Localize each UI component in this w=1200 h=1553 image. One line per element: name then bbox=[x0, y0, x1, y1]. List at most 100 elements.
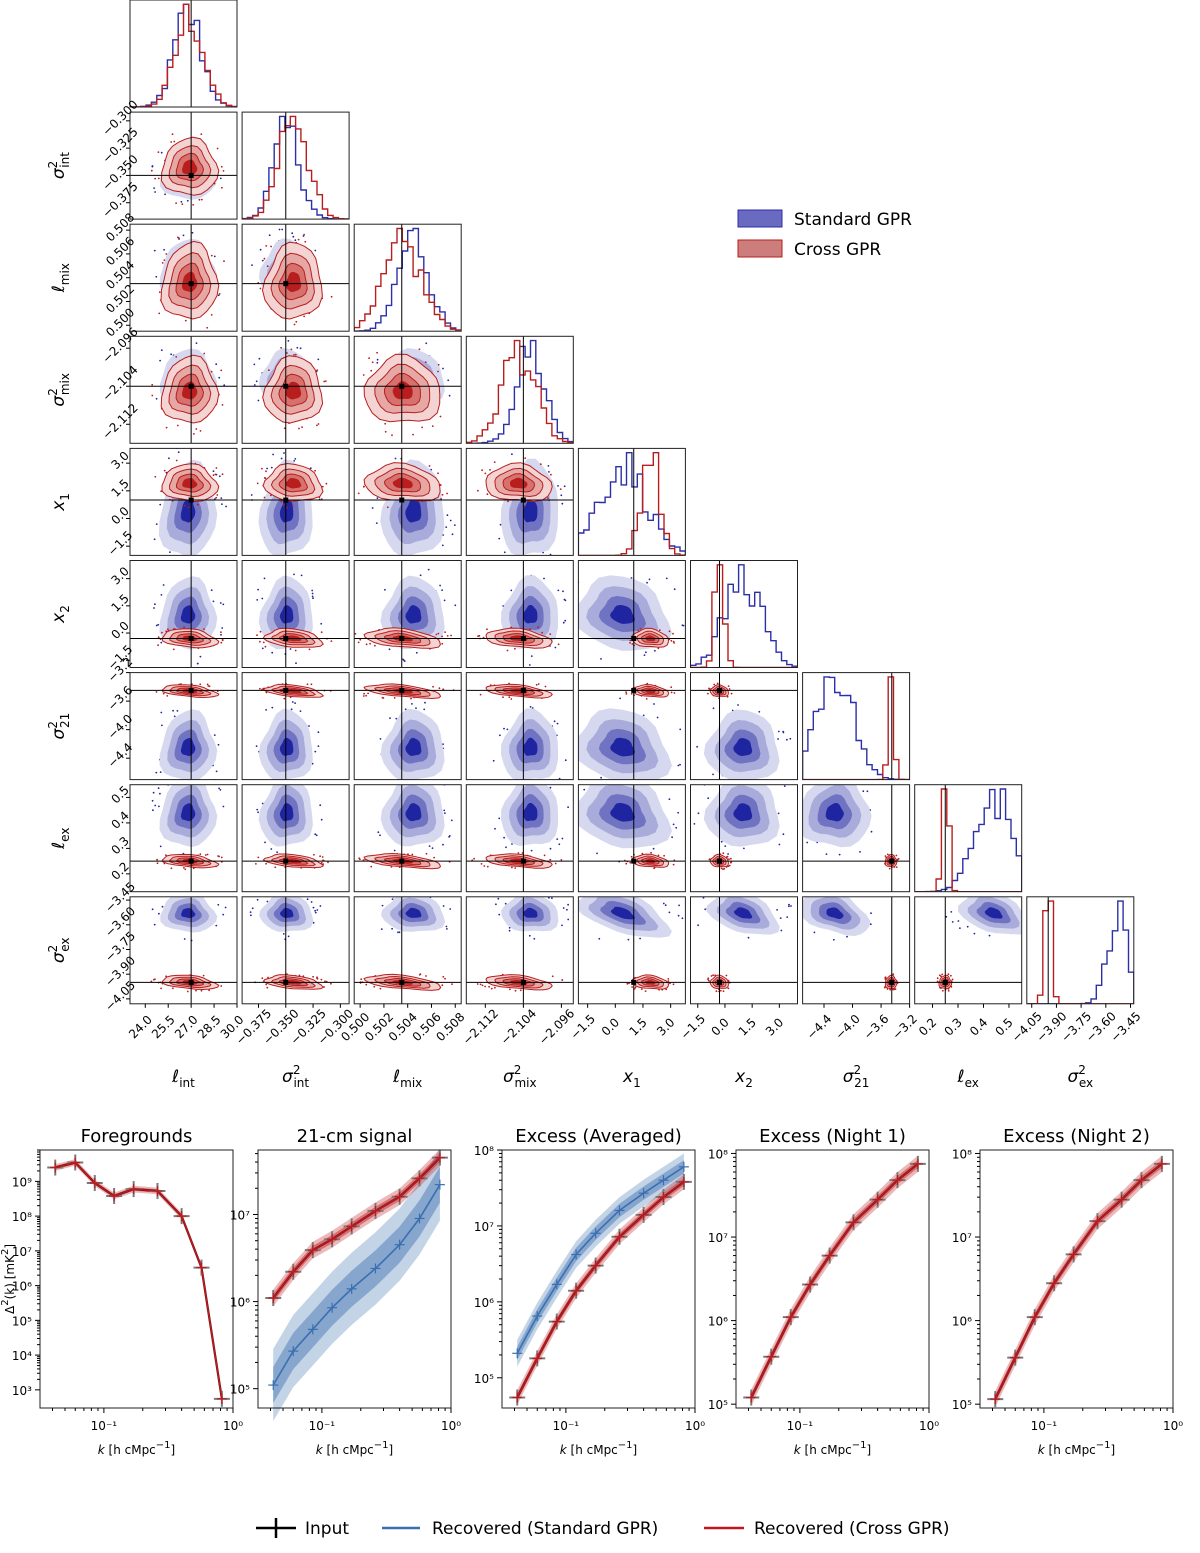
standard-contour-point bbox=[1029, 905, 1031, 907]
cross-contour-point bbox=[282, 504, 285, 506]
panel-frame bbox=[802, 672, 911, 781]
cross-contour-point bbox=[479, 693, 482, 696]
cross-contour-point bbox=[195, 989, 197, 992]
standard-contour-point bbox=[312, 921, 315, 924]
standard-contour-point bbox=[376, 497, 379, 499]
label-k: k bbox=[794, 1443, 805, 1457]
cross-contour-point bbox=[425, 975, 427, 977]
x-tick-label: 27.0 bbox=[172, 1013, 201, 1042]
standard-contour-point bbox=[160, 711, 163, 714]
corner-panel-6-1 bbox=[241, 672, 350, 789]
standard-contour-level-3 bbox=[610, 802, 635, 822]
panel-content bbox=[690, 560, 798, 668]
standard-contour-point bbox=[656, 893, 658, 895]
cross-contour-point bbox=[727, 685, 730, 687]
panel-frame bbox=[129, 672, 238, 781]
standard-contour-point bbox=[151, 908, 154, 911]
standard-contour-point bbox=[645, 651, 647, 654]
standard-contour-point bbox=[404, 708, 407, 711]
standard-contour-level-3 bbox=[180, 738, 196, 757]
cross-contour-point bbox=[561, 979, 564, 981]
label-sup: 2 bbox=[1078, 1063, 1086, 1077]
truth-marker bbox=[188, 281, 194, 287]
y-tick-label: −2.104 bbox=[100, 363, 141, 404]
cross-contour-point bbox=[280, 346, 282, 349]
panel-content bbox=[354, 672, 462, 783]
cross-contour-point bbox=[625, 693, 628, 695]
y-tick-label: −1.5 bbox=[105, 528, 136, 559]
y-tick-label: 10⁶ bbox=[230, 1296, 250, 1310]
standard-contour-point bbox=[155, 275, 158, 278]
truth-marker bbox=[520, 858, 526, 864]
cross-contour-point bbox=[386, 506, 389, 509]
cross-contour-point bbox=[393, 697, 396, 699]
label-base: x bbox=[49, 500, 69, 512]
cross-contour-point bbox=[175, 202, 178, 205]
standard-contour-point bbox=[320, 818, 323, 821]
cross-contour-point bbox=[280, 500, 283, 503]
standard-contour-point bbox=[265, 783, 267, 785]
standard-contour-point bbox=[810, 888, 812, 890]
standard-contour-level-3 bbox=[180, 605, 196, 624]
standard-contour-point bbox=[547, 465, 550, 467]
standard-contour-point bbox=[380, 928, 383, 930]
standard-contour-point bbox=[859, 851, 861, 853]
standard-contour-point bbox=[951, 921, 954, 923]
panel-frame bbox=[257, 1149, 452, 1409]
standard-contour-point bbox=[548, 471, 550, 473]
panel-content bbox=[354, 224, 462, 332]
panel-content bbox=[130, 224, 237, 332]
cross-contour-point bbox=[544, 685, 547, 688]
standard-contour-point bbox=[270, 466, 273, 469]
cross-contour-point bbox=[204, 854, 207, 856]
label-exp: −1 bbox=[374, 1440, 389, 1451]
standard-contour-point bbox=[770, 894, 772, 896]
standard-contour-point bbox=[596, 852, 598, 855]
standard-contour-point bbox=[758, 710, 761, 713]
cross-band bbox=[517, 1178, 684, 1402]
panel-frame bbox=[129, 560, 238, 668]
cross-contour-point bbox=[214, 473, 217, 476]
cross-contour-point bbox=[359, 638, 362, 641]
label-sub: 21 bbox=[58, 713, 72, 728]
label-sub: int bbox=[293, 1076, 309, 1090]
standard-contour-point bbox=[314, 249, 317, 252]
cross-contour-point bbox=[529, 628, 531, 630]
x-tick-label: 0.0 bbox=[599, 1015, 622, 1038]
cross-contour-point bbox=[320, 498, 323, 500]
truth-marker bbox=[717, 858, 723, 864]
standard-histogram bbox=[690, 564, 798, 668]
cross-contour-point bbox=[437, 363, 440, 366]
panel-content bbox=[578, 893, 686, 1004]
standard-contour-point bbox=[583, 788, 586, 791]
label-sub: 21 bbox=[854, 1076, 869, 1090]
cross-contour-point bbox=[630, 692, 633, 695]
panel-content bbox=[802, 784, 910, 892]
standard-contour-point bbox=[266, 787, 268, 789]
cross-contour-point bbox=[354, 632, 357, 635]
standard-contour-point bbox=[159, 771, 162, 773]
ps-panel-1: Foregrounds 10⁻¹ 10⁰ 10³ 10⁴ 10⁵ 10⁶ 10⁷ 10⁸ 10⁹ k… bbox=[12, 1126, 243, 1457]
standard-contour-point bbox=[261, 259, 264, 262]
panel-frame bbox=[690, 784, 798, 893]
cross-contour-point bbox=[176, 424, 179, 427]
cross-contour-point bbox=[171, 133, 174, 136]
cross-contour-point bbox=[266, 986, 269, 989]
cross-contour-point bbox=[728, 864, 731, 867]
standard-contour-point bbox=[576, 841, 578, 843]
standard-contour-point bbox=[300, 574, 303, 577]
standard-contour-point bbox=[543, 577, 545, 580]
truth-marker bbox=[188, 383, 194, 389]
cross-contour-point bbox=[438, 687, 441, 690]
cross-contour-point bbox=[938, 974, 941, 977]
standard-contour-point bbox=[870, 912, 872, 915]
standard-contour-point bbox=[391, 927, 393, 930]
standard-contour-point bbox=[169, 551, 171, 553]
label-sub: mix bbox=[58, 263, 72, 285]
standard-contour-point bbox=[383, 781, 385, 783]
standard-contour-point bbox=[299, 710, 302, 712]
cross-contour-point bbox=[357, 641, 360, 644]
standard-contour-point bbox=[557, 589, 560, 592]
